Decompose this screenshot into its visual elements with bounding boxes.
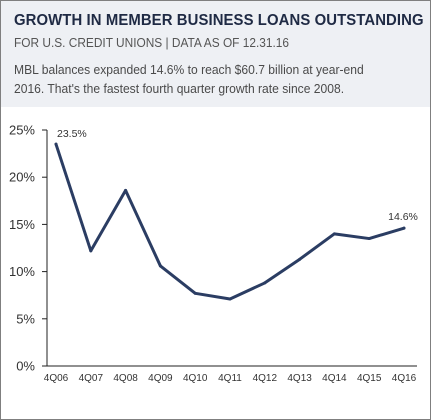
data-label: 23.5% xyxy=(57,128,87,140)
data-point xyxy=(263,281,267,285)
description-line-2: 2016. That's the fastest fourth quarter … xyxy=(14,81,345,96)
data-point xyxy=(89,249,93,253)
y-tick-label: 20% xyxy=(9,170,35,185)
description-line-1: MBL balances expanded 14.6% to reach $60… xyxy=(14,62,364,77)
data-points xyxy=(54,142,406,301)
y-tick-label: 15% xyxy=(9,217,35,232)
x-tick-label: 4Q09 xyxy=(148,373,173,384)
data-point xyxy=(367,237,371,241)
data-point xyxy=(228,297,232,301)
data-point xyxy=(124,188,128,192)
x-tick-label: 4Q06 xyxy=(44,373,69,384)
chart-subtitle: FOR U.S. CREDIT UNIONS | DATA AS OF 12.3… xyxy=(14,36,289,50)
data-point xyxy=(158,264,162,268)
x-ticks: 4Q06 4Q07 4Q08 4Q09 4Q10 4Q11 4Q12 4Q13 4Q14 4Q15… xyxy=(44,373,417,384)
header-panel xyxy=(1,1,430,107)
x-tick-label: 4Q07 xyxy=(79,373,104,384)
y-ticks: 0% 5% 10% 15% 20% 25% xyxy=(9,123,47,374)
chart-description: MBL balances expanded 14.6% to reach $60… xyxy=(14,60,405,98)
x-tick-label: 4Q10 xyxy=(183,373,208,384)
x-tick-label: 4Q13 xyxy=(287,373,312,384)
x-tick-label: 4Q12 xyxy=(253,373,278,384)
y-tick-label: 5% xyxy=(16,311,35,326)
data-point xyxy=(402,226,406,230)
y-tick-label: 0% xyxy=(16,359,35,374)
y-tick-label: 25% xyxy=(9,123,35,138)
data-label: 14.6% xyxy=(388,211,418,223)
data-point xyxy=(332,232,336,236)
chart-title: GROWTH IN MEMBER BUSINESS LOANS OUTSTAND… xyxy=(14,12,424,29)
data-point xyxy=(193,291,197,295)
x-tick-label: 4Q11 xyxy=(218,373,242,384)
x-tick-label: 4Q15 xyxy=(357,373,382,384)
x-tick-label: 4Q14 xyxy=(322,373,347,384)
data-labels: 23.5% 14.6% xyxy=(57,128,418,223)
data-point xyxy=(298,257,302,261)
data-point xyxy=(54,142,58,146)
series-line xyxy=(54,142,406,301)
x-tick-label: 4Q08 xyxy=(113,373,138,384)
y-tick-label: 10% xyxy=(9,264,35,279)
x-tick-label: 4Q16 xyxy=(392,373,417,384)
